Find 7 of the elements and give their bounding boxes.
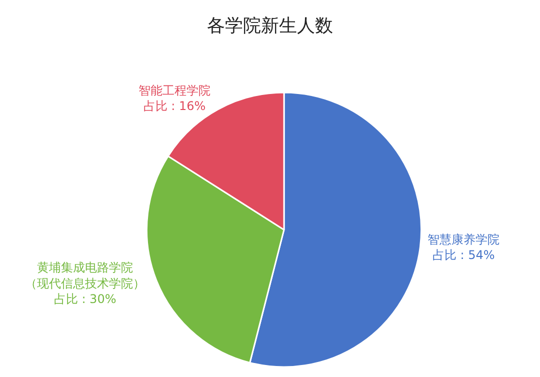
slice-label: 智慧康养学院: [428, 232, 500, 246]
slice-label: 黄埔集成电路学院（现代信息技术学院）: [25, 260, 146, 290]
data-label: 占比 : 16%: [143, 98, 206, 113]
data-label: 占比 : 30%: [54, 292, 116, 306]
slice-label: 智能工程学院: [138, 83, 210, 98]
data-label: 占比 : 54%: [432, 248, 495, 262]
chart-title: 各学院新生人数: [207, 15, 333, 36]
